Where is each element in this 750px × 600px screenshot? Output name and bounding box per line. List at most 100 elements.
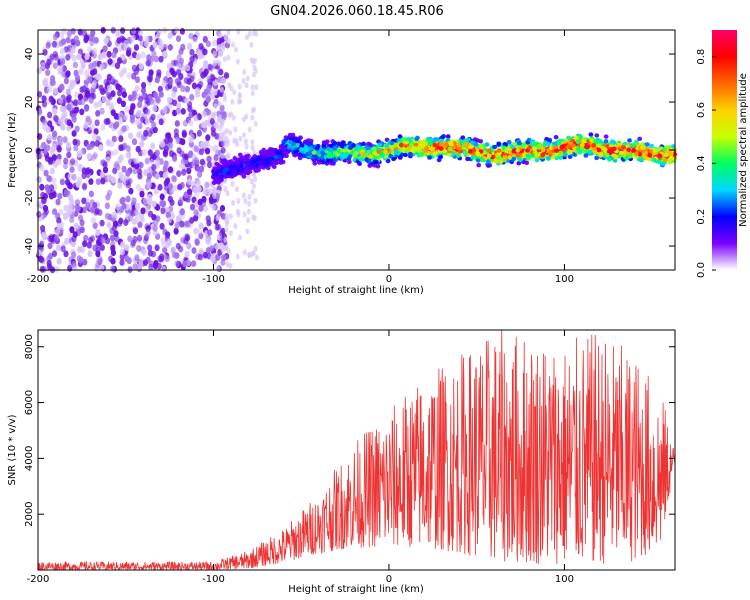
spectrogram-signal-cell — [626, 147, 631, 152]
spectrogram-noise-cell — [169, 67, 175, 74]
spectrogram-noise-cell — [67, 173, 73, 181]
spectrogram-noise-cell — [126, 151, 132, 158]
spectrogram-signal-cell — [232, 169, 238, 175]
spectrogram-noise-cell — [56, 145, 62, 153]
spectrogram-noise-cell — [145, 59, 151, 67]
spectrogram-signal-cell — [540, 152, 546, 157]
spectrogram-signal-cell — [607, 157, 612, 162]
spectrogram-noise-cell — [195, 87, 201, 94]
spectrogram-noise-cell — [87, 250, 93, 258]
spectrogram-noise-cell — [121, 91, 127, 98]
spectrogram-noise-cell — [210, 130, 217, 137]
spectrogram-noise-cell — [89, 206, 96, 214]
spectrogram-noise-cell — [173, 227, 179, 235]
spectrogram-signal-cell — [383, 149, 388, 154]
spectrogram-noise-cell — [113, 148, 119, 156]
spectrogram-noise-cell — [61, 27, 67, 35]
spectrogram-noise-cell — [66, 30, 72, 38]
spectrogram-signal-cell — [465, 156, 470, 162]
spectrogram-noise-cell — [110, 265, 116, 273]
spectrogram-signal-cell — [384, 143, 390, 149]
spectrogram-signal-cell — [558, 155, 563, 160]
spectrogram-noise-cell — [184, 220, 190, 228]
spectrogram-signal-cell — [397, 134, 403, 139]
spectrogram-noise-cell — [196, 113, 202, 120]
spectrogram-noise-cell — [69, 216, 75, 224]
spectrogram-noise-cell — [155, 159, 161, 167]
spectrogram-noise-cell — [206, 84, 212, 92]
spectrogram-noise-cell — [179, 150, 185, 158]
spectrogram-noise-cell — [161, 265, 167, 273]
spectrogram-signal-cell — [353, 152, 358, 157]
spectrogram-signal-cell — [351, 143, 356, 148]
spectrogram-signal-cell — [515, 148, 521, 153]
spectrogram-noise-cell — [191, 247, 197, 254]
spectrogram-noise-cell — [131, 197, 137, 205]
spectrogram-noise-cell — [151, 50, 157, 58]
spectrogram-faint-cell — [244, 82, 249, 89]
spectrogram-y-ticks: -40 -20 0 20 40 — [24, 48, 675, 254]
spectrogram-noise-cell — [152, 225, 158, 232]
spectrogram-signal-cell — [341, 140, 346, 145]
spectrogram-noise-cell — [169, 188, 175, 196]
spectrogram-signal-cell — [244, 154, 249, 159]
spectrogram-noise-cell — [65, 36, 71, 44]
spectrogram-noise-cell — [60, 124, 66, 131]
spectrogram-noise-cell — [128, 214, 134, 222]
spectrogram-noise-cell — [83, 234, 89, 242]
spectrogram-noise-cell — [137, 172, 143, 180]
spectrogram-faint-cell — [218, 114, 222, 121]
spectrogram-noise-cell — [194, 237, 200, 245]
y-tick-label: 4000 — [24, 446, 35, 471]
spectrogram-faint-cell — [226, 247, 231, 254]
spectrogram-signal-cell — [266, 153, 271, 158]
spectrogram-noise-cell — [95, 178, 101, 186]
spectrogram-x-axis-label: Height of straight line (km) — [288, 285, 424, 296]
spectrogram-faint-cell — [236, 98, 241, 105]
spectrogram-noise-cell — [182, 260, 188, 268]
spectrogram-faint-cell — [237, 83, 242, 90]
spectrogram-noise-cell — [172, 155, 178, 162]
spectrogram-signal-cell — [515, 153, 521, 158]
spectrogram-noise-cell — [62, 136, 68, 144]
spectrogram-noise-cell — [130, 34, 136, 42]
spectrogram-faint-cell — [253, 197, 258, 204]
spectrogram-noise-cell — [54, 228, 61, 235]
spectrogram-noise-cell — [209, 118, 215, 125]
spectrogram-signal-cell — [646, 156, 652, 161]
spectrogram-noise-cell — [123, 219, 129, 227]
spectrogram-faint-cell — [235, 58, 240, 65]
spectrogram-noise-cell — [102, 87, 108, 94]
spectrogram-noise-cell — [153, 55, 159, 63]
spectrogram-noise-cell — [159, 140, 165, 148]
spectrogram-signal-cell — [486, 153, 492, 158]
spectrogram-noise-cell — [114, 62, 121, 70]
spectrogram-signal-cell — [589, 138, 594, 143]
snr-x-axis-label: Height of straight line (km) — [288, 584, 424, 595]
spectrogram-faint-cell — [249, 41, 254, 48]
spectrogram-faint-cell — [250, 84, 255, 91]
spectrogram-signal-cell — [596, 148, 602, 153]
spectrogram-noise-cell — [142, 259, 148, 266]
spectrogram-signal-cell — [326, 146, 331, 152]
spectrogram-faint-cell — [227, 112, 232, 119]
spectrogram-noise-cell — [186, 42, 193, 50]
spectrogram-noise-cell — [164, 132, 170, 140]
spectrogram-faint-cell — [228, 129, 233, 136]
spectrogram-noise-cell — [39, 256, 45, 263]
spectrogram-noise-cell — [175, 35, 182, 42]
spectrogram-noise-cell — [101, 95, 107, 103]
spectrogram-noise-cell — [106, 221, 112, 229]
spectrogram-noise-cell — [105, 139, 111, 147]
spectrogram-noise-cell — [220, 212, 226, 220]
spectrogram-signal-cell — [598, 153, 604, 158]
spectrogram-faint-cell — [225, 261, 230, 268]
spectrogram-signal-cell — [486, 159, 491, 164]
spectrogram-noise-cell — [169, 150, 175, 158]
spectrogram-noise-cell — [205, 134, 211, 142]
spectrogram-noise-cell — [138, 96, 144, 103]
spectrogram-noise-cell — [118, 154, 124, 162]
spectrogram-noise-cell — [57, 192, 63, 200]
spectrogram-noise-cell — [75, 205, 81, 213]
spectrogram-noise-cell — [54, 234, 60, 242]
